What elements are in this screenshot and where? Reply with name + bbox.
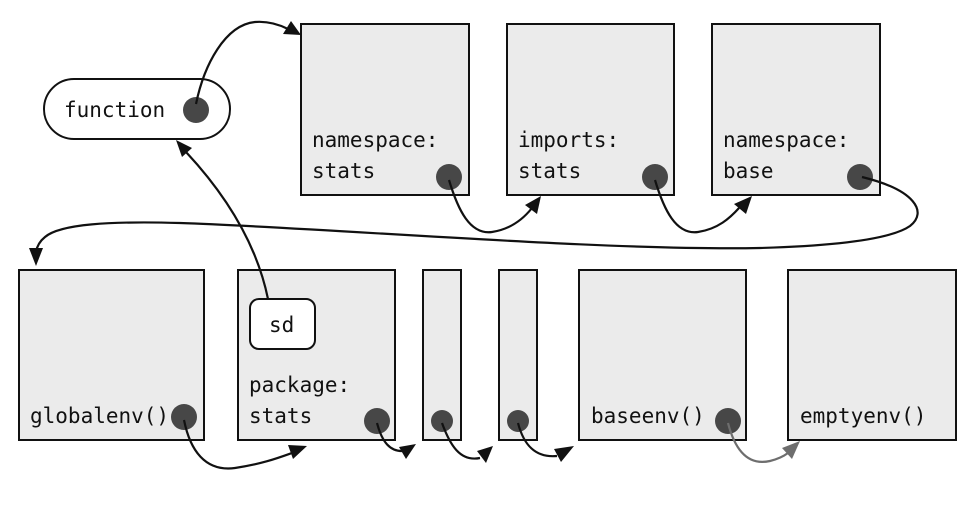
- arrow-namespace-to-imports: [447, 179, 541, 234]
- arrow-globalenv-to-package-line: [182, 419, 293, 470]
- package-stats-env: sd package: stats: [237, 269, 396, 441]
- sd-binding-box: [249, 298, 316, 350]
- imports-stats-box: [506, 23, 675, 196]
- baseenv-label: baseenv(): [591, 404, 705, 428]
- function-env-dot: [183, 97, 209, 123]
- package-stats-label-line1: package:: [249, 373, 350, 397]
- imports-stats-env: imports: stats: [506, 23, 675, 196]
- baseenv-box: [578, 269, 747, 441]
- arrow-namespace-to-imports-head: [525, 196, 541, 214]
- arrow-package-to-env1: [375, 422, 416, 459]
- namespace-base-env: namespace: base: [711, 23, 881, 196]
- search-path-env-2-parent-dot: [507, 410, 529, 432]
- arrow-env1-to-env2-head: [477, 446, 493, 463]
- arrow-env1-to-env2: [440, 422, 493, 463]
- arrow-sd-to-function-line: [185, 151, 270, 300]
- search-path-env-2: [498, 269, 538, 441]
- function-box: [43, 78, 231, 140]
- emptyenv-env: emptyenv(): [787, 269, 957, 441]
- arrow-baseenv-to-emptyenv-head: [782, 441, 800, 459]
- globalenv-parent-dot: [171, 404, 197, 430]
- emptyenv-label: emptyenv(): [800, 404, 926, 428]
- arrow-package-to-env1-head: [399, 444, 416, 459]
- arrow-imports-to-base-head: [734, 196, 752, 214]
- baseenv-parent-dot: [715, 408, 741, 434]
- imports-stats-parent-dot: [642, 164, 668, 190]
- package-stats-label-line2: stats: [249, 404, 312, 428]
- function-label: function: [64, 98, 165, 122]
- arrow-env1-to-env2-line: [440, 422, 481, 460]
- search-path-env-1: [422, 269, 462, 441]
- namespace-stats-parent-dot: [436, 164, 462, 190]
- imports-stats-label-line1: imports:: [518, 128, 619, 152]
- namespace-base-label-line1: namespace:: [723, 128, 849, 152]
- emptyenv-box: [787, 269, 957, 441]
- arrow-imports-to-base-line: [653, 179, 740, 234]
- baseenv-env: baseenv(): [578, 269, 747, 441]
- arrow-baseenv-to-emptyenv-line: [726, 422, 789, 463]
- arrow-function-to-namespace-line: [194, 20, 289, 105]
- arrow-baseenv-to-emptyenv: [726, 422, 800, 463]
- namespace-stats-box: [300, 23, 470, 196]
- imports-stats-label-line2: stats: [518, 159, 581, 183]
- function-object: function: [43, 78, 231, 140]
- search-path-env-1-parent-dot: [431, 410, 453, 432]
- sd-binding-label: sd: [269, 313, 294, 337]
- arrow-env2-to-baseenv: [516, 422, 574, 462]
- globalenv-env: globalenv(): [18, 269, 205, 441]
- arrow-sd-to-function: [176, 140, 270, 300]
- arrow-base-to-globalenv-head: [29, 248, 43, 266]
- globalenv-label: globalenv(): [30, 404, 169, 428]
- arrow-globalenv-to-package: [182, 419, 307, 470]
- arrow-sd-to-function-head: [176, 140, 192, 157]
- arrow-env2-to-baseenv-head: [554, 446, 574, 462]
- namespace-base-label-line2: base: [723, 159, 774, 183]
- arrow-namespace-to-imports-line: [447, 179, 533, 234]
- arrow-function-to-namespace-head: [283, 21, 301, 35]
- namespace-stats-label-line1: namespace:: [312, 128, 438, 152]
- arrow-imports-to-base: [653, 179, 752, 234]
- arrow-base-to-globalenv-line: [34, 175, 919, 253]
- arrow-env2-to-baseenv-line: [516, 422, 558, 458]
- namespace-base-box: [711, 23, 881, 196]
- namespace-base-parent-dot: [847, 164, 873, 190]
- namespace-stats-env: namespace: stats: [300, 23, 470, 196]
- namespace-stats-label-line2: stats: [312, 159, 375, 183]
- arrow-globalenv-to-package-head: [288, 445, 307, 459]
- arrow-function-to-namespace: [194, 20, 301, 105]
- package-stats-parent-dot: [364, 408, 390, 434]
- arrow-base-to-globalenv: [29, 175, 919, 266]
- arrow-package-to-env1-line: [375, 422, 405, 453]
